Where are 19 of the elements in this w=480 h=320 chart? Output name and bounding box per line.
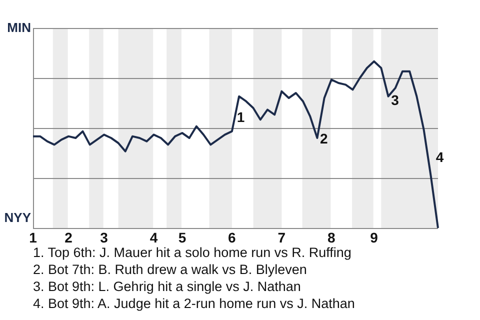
text: 2. Bot 7th: B. Ruth drew a walk vs B. Blyleven xyxy=(33,261,308,278)
annotation: 4 xyxy=(436,148,444,165)
x-tick-label: 9 xyxy=(370,229,378,246)
text: 1. Top 6th: J. Mauer hit a solo home run vs R. Ruffing xyxy=(33,244,352,261)
x-tick-label: 4 xyxy=(150,229,158,246)
x-tick-label: 8 xyxy=(328,229,336,246)
text: NYY xyxy=(3,210,31,226)
annotation: 2 xyxy=(320,130,328,147)
text: 3. Bot 9th: L. Gehrig hit a single vs J. Nathan xyxy=(33,278,302,295)
annotation: 1 xyxy=(236,108,245,125)
x-tick-label: 3 xyxy=(100,229,108,246)
text: MIN xyxy=(6,20,31,36)
x-tick-label: 2 xyxy=(64,229,73,246)
annotation: 3 xyxy=(391,92,400,108)
x-tick-label: 7 xyxy=(278,229,286,246)
x-tick-label: 5 xyxy=(178,229,186,246)
x-tick-label: 1 xyxy=(29,229,38,246)
text: 4. Bot 9th: A. Judge hit a 2-run home run vs J. Nathan xyxy=(33,295,355,312)
x-tick-label: 6 xyxy=(228,229,236,246)
